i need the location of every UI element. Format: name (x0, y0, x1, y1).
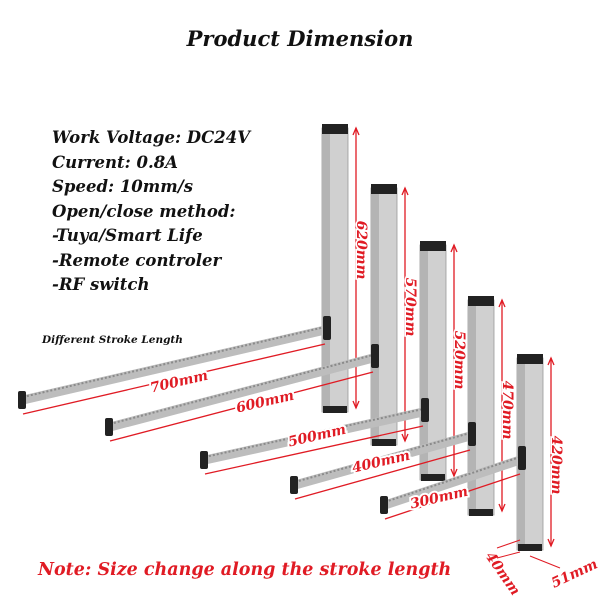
rack-end-bracket (18, 391, 26, 409)
depth-dimension-line (496, 551, 521, 559)
height-arrow-heads (352, 126, 360, 410)
rack-end-bracket (105, 418, 113, 436)
rack-end-bracket (380, 496, 388, 514)
spec-method-tuya: -Tuya/Smart Life (52, 226, 203, 245)
rack-mount-bracket (371, 344, 379, 368)
column-shade (371, 188, 379, 445)
stroke-length-caption: Different Stroke Length (42, 334, 183, 346)
rack-end-bracket (200, 451, 208, 469)
column-bottom-cap (372, 439, 396, 446)
stroke-label: 400mm (351, 448, 412, 477)
spec-current: Current: 0.8A (52, 152, 178, 172)
height-label: 470mm (499, 381, 515, 440)
height-arrow-heads (547, 356, 555, 548)
width-dimension-line (529, 555, 561, 569)
rack-teeth (109, 354, 374, 425)
depth-dimension-line (496, 539, 521, 549)
height-label: 420mm (548, 436, 564, 495)
column-shade (322, 128, 330, 412)
stroke-rack (293, 431, 472, 490)
rack-mount-bracket (468, 422, 476, 446)
rack-end-bracket (290, 476, 298, 494)
column-bottom-cap (518, 544, 542, 551)
height-label: 620mm (353, 221, 369, 280)
column-top-cap (420, 241, 446, 251)
size-note: Note: Size change along the stroke lengt… (38, 560, 452, 580)
spec-method-remote: -Remote controler (52, 250, 222, 270)
column-bottom-cap (421, 474, 445, 481)
stroke-dimension-line (204, 425, 424, 475)
rack-mount-bracket (421, 398, 429, 422)
height-arrow-heads (401, 186, 409, 443)
spec-method-rf: -RF switch (52, 275, 150, 294)
height-label: 570mm (402, 278, 418, 337)
stroke-rack (383, 455, 522, 510)
stroke-rack (21, 325, 327, 405)
rack-teeth (204, 408, 424, 458)
width-label: 51mm (549, 556, 600, 591)
rack-mount-bracket (323, 316, 331, 340)
stroke-rack (108, 353, 375, 432)
spec-voltage: Work Voltage: DC24V (52, 128, 251, 147)
stroke-dimension-line (22, 343, 326, 415)
height-label: 520mm (451, 331, 467, 390)
column-top-cap (371, 184, 397, 194)
stroke-dimension-line (294, 449, 471, 500)
spec-method: Open/close method: (52, 201, 236, 221)
stroke-label: 500mm (287, 422, 348, 451)
column-top-cap (322, 124, 348, 134)
column-top-cap (517, 354, 543, 364)
height-arrow-heads (450, 243, 458, 478)
spec-list: Work Voltage: DC24V Current: 0.8A Speed:… (52, 126, 250, 298)
column-shade (468, 300, 476, 515)
spec-speed: Speed: 10mm/s (52, 177, 194, 196)
column-bottom-cap (469, 509, 493, 516)
rack-mount-bracket (518, 446, 526, 470)
stroke-rack (204, 407, 424, 465)
stroke-dimension-line (109, 371, 374, 442)
height-arrow-heads (498, 298, 506, 513)
column-shade (420, 245, 428, 480)
page-title: Product Dimension (186, 26, 414, 51)
stroke-dimension-line (384, 473, 521, 520)
column-bottom-cap (323, 406, 347, 413)
column-top-cap (468, 296, 494, 306)
